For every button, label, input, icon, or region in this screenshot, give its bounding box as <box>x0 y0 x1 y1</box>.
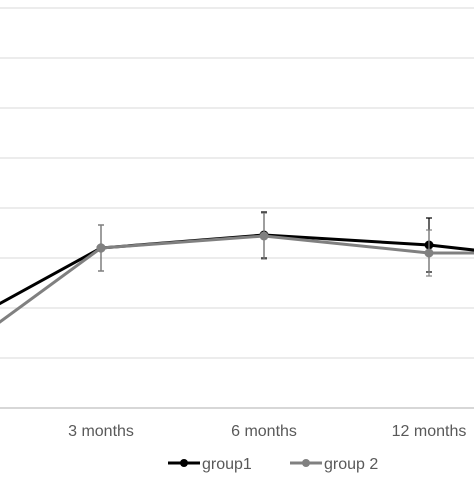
legend-item-group2: group 2 <box>290 456 378 473</box>
series-line-2 <box>0 234 474 324</box>
legend: group1 group 2 <box>168 456 378 473</box>
legend-marker-group2 <box>302 459 310 467</box>
x-tick-label: 12 months <box>392 423 467 440</box>
series-lines <box>0 211 474 324</box>
series-1 <box>0 211 474 306</box>
legend-label-group1: group1 <box>202 456 252 473</box>
data-point <box>96 243 106 253</box>
data-point <box>424 248 434 258</box>
x-tick-labels: 3 months 6 months 12 months <box>68 423 466 440</box>
legend-marker-group1 <box>180 459 188 467</box>
x-tick-label: 3 months <box>68 423 134 440</box>
data-point <box>259 231 269 241</box>
legend-label-group2: group 2 <box>324 456 378 473</box>
x-tick-label: 6 months <box>231 423 297 440</box>
legend-item-group1: group1 <box>168 456 252 473</box>
gridlines <box>0 7 474 409</box>
series-2 <box>0 212 474 324</box>
